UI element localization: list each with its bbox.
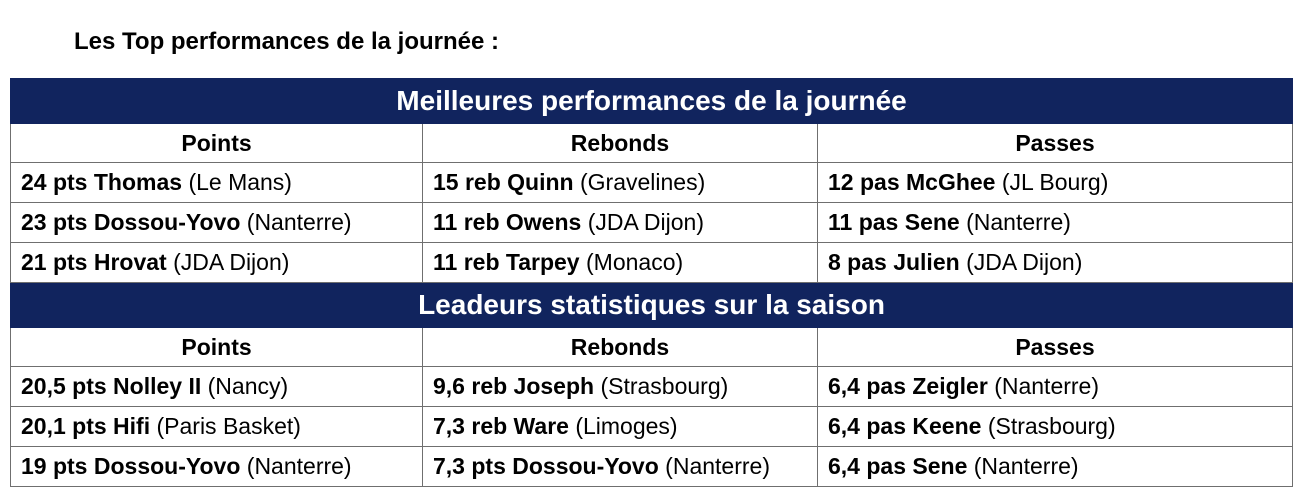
- table-row: 19 pts Dossou-Yovo (Nanterre) 7,3 pts Do…: [10, 446, 1294, 487]
- column-header-points: Points: [10, 327, 423, 367]
- table-cell: 23 pts Dossou-Yovo (Nanterre): [10, 202, 423, 243]
- stat-value: 11 pas Sene: [828, 209, 960, 235]
- stat-value: 20,5 pts Nolley II: [21, 373, 202, 399]
- column-header-row: Points Rebonds Passes: [10, 123, 1294, 163]
- team-name: (Gravelines): [579, 169, 706, 195]
- table-cell: 21 pts Hrovat (JDA Dijon): [10, 242, 423, 283]
- stat-value: 21 pts Hrovat: [21, 249, 167, 275]
- stat-value: 7,3 reb Ware: [433, 413, 569, 439]
- column-header-row: Points Rebonds Passes: [10, 327, 1294, 367]
- stat-value: 6,4 pas Sene: [828, 453, 968, 479]
- stat-value: 24 pts Thomas: [21, 169, 183, 195]
- team-name: (Le Mans): [188, 169, 292, 195]
- table-cell: 15 reb Quinn (Gravelines): [422, 162, 818, 203]
- section-title: Leadeurs statistiques sur la saison: [9, 282, 1294, 328]
- table-row: 20,1 pts Hifi (Paris Basket) 7,3 reb War…: [10, 406, 1294, 447]
- table-row: 23 pts Dossou-Yovo (Nanterre) 11 reb Owe…: [10, 202, 1294, 243]
- stat-value: 23 pts Dossou-Yovo: [21, 209, 241, 235]
- team-name: (Nanterre): [246, 453, 352, 479]
- table-cell: 9,6 reb Joseph (Strasbourg): [422, 366, 818, 407]
- team-name: (JDA Dijon): [173, 249, 290, 275]
- column-header-rebonds: Rebonds: [422, 123, 818, 163]
- stat-value: 11 reb Owens: [433, 209, 582, 235]
- team-name: (Nanterre): [973, 453, 1079, 479]
- stat-value: 15 reb Quinn: [433, 169, 574, 195]
- section-title: Meilleures performances de la journée: [9, 78, 1294, 124]
- table-cell: 11 reb Tarpey (Monaco): [422, 242, 818, 283]
- table-row: 20,5 pts Nolley II (Nancy) 9,6 reb Josep…: [10, 366, 1294, 407]
- table-cell: 12 pas McGhee (JL Bourg): [816, 162, 1294, 203]
- team-name: (Nanterre): [246, 209, 352, 235]
- table-cell: 11 reb Owens (JDA Dijon): [422, 202, 818, 243]
- column-header-passes: Passes: [816, 123, 1294, 163]
- section-banner-day: Meilleures performances de la journée: [9, 78, 1294, 124]
- table-cell: 6,4 pas Zeigler (Nanterre): [816, 366, 1294, 407]
- table-cell: 6,4 pas Sene (Nanterre): [816, 446, 1294, 487]
- team-name: (JDA Dijon): [966, 249, 1083, 275]
- stat-value: 19 pts Dossou-Yovo: [21, 453, 241, 479]
- team-name: (Strasbourg): [987, 413, 1116, 439]
- team-name: (Strasbourg): [600, 373, 729, 399]
- table-cell: 20,5 pts Nolley II (Nancy): [10, 366, 423, 407]
- team-name: (Nanterre): [966, 209, 1071, 235]
- stat-value: 8 pas Julien: [828, 249, 960, 275]
- table-row: 21 pts Hrovat (JDA Dijon) 11 reb Tarpey …: [10, 242, 1294, 283]
- stat-value: 7,3 pts Dossou-Yovo: [433, 453, 659, 479]
- team-name: (JDA Dijon): [587, 209, 705, 235]
- stat-value: 6,4 pas Zeigler: [828, 373, 988, 399]
- table-row: 24 pts Thomas (Le Mans) 15 reb Quinn (Gr…: [10, 162, 1294, 203]
- team-name: (Nancy): [207, 373, 289, 399]
- stat-value: 11 reb Tarpey: [433, 249, 580, 275]
- table-cell: 7,3 reb Ware (Limoges): [422, 406, 818, 447]
- table-cell: 19 pts Dossou-Yovo (Nanterre): [10, 446, 423, 487]
- table-cell: 11 pas Sene (Nanterre): [816, 202, 1294, 243]
- team-name: (JL Bourg): [1001, 169, 1109, 195]
- stat-value: 20,1 pts Hifi: [21, 413, 151, 439]
- column-header-points: Points: [10, 123, 423, 163]
- stat-value: 9,6 reb Joseph: [433, 373, 595, 399]
- table-cell: 7,3 pts Dossou-Yovo (Nanterre): [422, 446, 818, 487]
- team-name: (Nanterre): [665, 453, 770, 479]
- stats-table: Meilleures performances de la journée Po…: [9, 78, 1294, 487]
- column-header-passes: Passes: [816, 327, 1294, 367]
- page-title: Les Top performances de la journée :: [74, 28, 499, 55]
- stat-value: 12 pas McGhee: [828, 169, 996, 195]
- team-name: (Paris Basket): [156, 413, 301, 439]
- table-cell: 6,4 pas Keene (Strasbourg): [816, 406, 1294, 447]
- table-cell: 24 pts Thomas (Le Mans): [10, 162, 423, 203]
- column-header-rebonds: Rebonds: [422, 327, 818, 367]
- team-name: (Nanterre): [994, 373, 1100, 399]
- team-name: (Monaco): [586, 249, 684, 275]
- section-banner-season: Leadeurs statistiques sur la saison: [9, 282, 1294, 328]
- table-cell: 8 pas Julien (JDA Dijon): [816, 242, 1294, 283]
- table-cell: 20,1 pts Hifi (Paris Basket): [10, 406, 423, 447]
- team-name: (Limoges): [575, 413, 678, 439]
- stat-value: 6,4 pas Keene: [828, 413, 982, 439]
